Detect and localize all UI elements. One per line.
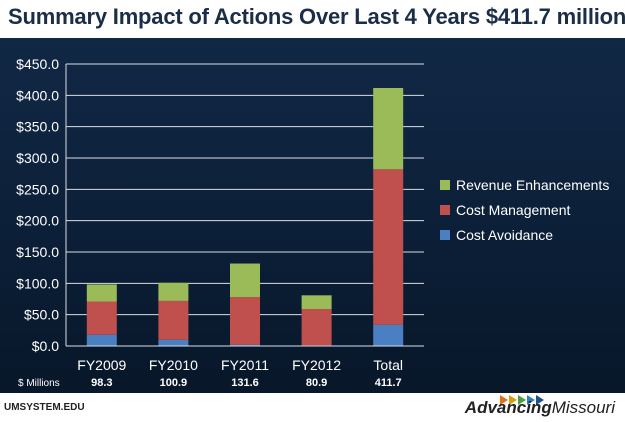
- x-tick-label: FY2010: [149, 357, 198, 373]
- legend-label: Revenue Enhancements: [456, 177, 609, 193]
- y-tick-label: $0.0: [32, 338, 59, 354]
- logo-chevron-icon: [527, 395, 535, 405]
- totals-row-label: $ Millions: [18, 378, 60, 389]
- y-tick-label: $450.0: [16, 56, 59, 72]
- logo-text: AdvancingMissouri: [465, 398, 615, 418]
- y-tick-label: $250.0: [16, 181, 59, 197]
- bar-segment: [373, 88, 404, 170]
- bar-segment: [301, 295, 332, 310]
- y-tick-label: $50.0: [24, 307, 59, 323]
- bar-segment: [158, 339, 189, 346]
- total-value-label: 131.6: [231, 377, 259, 389]
- bar-segment: [86, 284, 117, 302]
- legend-swatch: [440, 180, 450, 190]
- y-tick-label: $150.0: [16, 244, 59, 260]
- logo-chevron-icon: [518, 395, 526, 405]
- logo-chevrons-icon: [500, 392, 545, 405]
- advancing-missouri-logo: AdvancingMissouri: [415, 392, 615, 418]
- bar-segment: [230, 263, 260, 298]
- logo-chevron-icon: [500, 395, 508, 405]
- legend-label: Cost Avoidance: [456, 227, 553, 243]
- total-value-label: 80.9: [306, 377, 327, 389]
- bar-segment: [86, 334, 117, 346]
- y-tick-label: $200.0: [16, 213, 59, 229]
- bar-segment: [230, 297, 260, 345]
- logo-text-part2: Missouri: [551, 398, 615, 417]
- bar-segment: [373, 324, 404, 346]
- bar-segment: [158, 300, 189, 340]
- stacked-bar-chart: $0.0 $50.0 $100.0 $150.0 $200.0 $250.0 $300.0 $…: [16, 56, 609, 389]
- bar-segment: [301, 309, 332, 346]
- bar-segment: [373, 169, 404, 325]
- total-value-label: 98.3: [91, 377, 112, 389]
- x-tick-label: FY2009: [77, 357, 126, 373]
- logo-chevron-icon: [509, 395, 517, 405]
- y-tick-label: $350.0: [16, 119, 59, 135]
- bar-segment: [230, 344, 260, 346]
- footer-url: UMSYSTEM.EDU: [4, 402, 85, 413]
- bar-segment: [158, 282, 189, 301]
- y-tick-label: $400.0: [16, 87, 59, 103]
- title-bar: Summary Impact of Actions Over Last 4 Ye…: [0, 0, 625, 38]
- total-value-label: 100.9: [160, 377, 188, 389]
- total-value-label: 411.7: [375, 377, 402, 389]
- legend-swatch: [440, 205, 450, 215]
- bar-segment: [86, 301, 117, 335]
- logo-chevron-icon: [536, 395, 544, 405]
- legend-swatch: [440, 230, 450, 240]
- page-title: Summary Impact of Actions Over Last 4 Ye…: [8, 4, 625, 29]
- y-tick-label: $100.0: [16, 275, 59, 291]
- logo-text-part1: Advancing: [464, 398, 552, 417]
- x-tick-label: FY2012: [292, 357, 341, 373]
- legend-label: Cost Management: [456, 202, 571, 218]
- x-tick-label: FY2011: [221, 357, 269, 373]
- x-tick-label: Total: [373, 357, 403, 373]
- y-tick-label: $300.0: [16, 150, 59, 166]
